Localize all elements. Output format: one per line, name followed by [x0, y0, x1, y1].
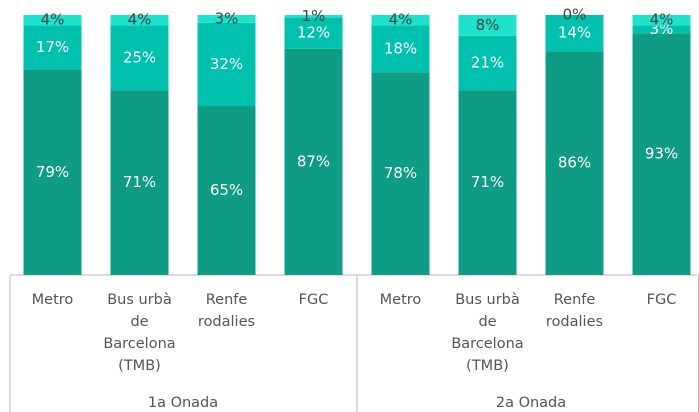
data-label: 25% [123, 48, 156, 66]
data-label: 8% [476, 16, 500, 34]
bar-segment [371, 72, 430, 275]
x-tick-label: (TMB) [466, 358, 509, 374]
bar-segment [545, 15, 604, 52]
data-label: 32% [210, 55, 243, 73]
bar-segment [23, 15, 82, 26]
bar-segment [632, 25, 691, 34]
data-label: 17% [36, 38, 69, 56]
bar-segment [632, 15, 691, 26]
data-label: 4% [128, 11, 152, 29]
group-label: 2a Onada [496, 395, 566, 411]
bar-segment [110, 90, 169, 276]
bar-segment [110, 15, 169, 26]
group-label: 1a Onada [148, 395, 218, 411]
data-label: 78% [384, 164, 417, 182]
data-label: 71% [471, 173, 504, 191]
bar-segment [458, 35, 517, 91]
data-label: 0% [563, 6, 587, 24]
data-label: 1% [302, 7, 326, 25]
x-tick-label: Metro [32, 292, 74, 308]
x-tick-label: FGC [647, 292, 677, 308]
x-tick-label: de [478, 314, 496, 330]
data-label: 4% [41, 11, 65, 29]
x-tick-label: (TMB) [118, 358, 161, 374]
bar-segment [23, 69, 82, 275]
x-tick-label: Bus urbà [455, 292, 520, 308]
data-label: 21% [471, 54, 504, 72]
x-tick-label: Metro [380, 292, 422, 308]
bar-segment [284, 15, 343, 18]
x-tick-label: Barcelona [103, 336, 175, 352]
data-label: 93% [645, 145, 678, 163]
x-tick-label: de [130, 314, 148, 330]
bar-segment [284, 17, 343, 49]
bar-segment [197, 106, 256, 275]
bar-segment [23, 25, 82, 70]
data-label: 4% [650, 11, 674, 29]
data-label: 14% [558, 24, 591, 42]
data-label: 71% [123, 173, 156, 191]
data-label: 86% [558, 154, 591, 172]
x-tick-label: Barcelona [451, 336, 523, 352]
bar-segment [458, 15, 517, 36]
x-tick-label: Renfe [206, 292, 248, 308]
data-label: 3% [215, 9, 239, 27]
x-tick-label: Bus urbà [107, 292, 172, 308]
bar-segment [371, 15, 430, 26]
bar-segment [197, 22, 256, 106]
data-label: 65% [210, 181, 243, 199]
bar-segment [284, 48, 343, 275]
data-label: 18% [384, 39, 417, 57]
x-tick-label: Renfe [554, 292, 596, 308]
x-tick-label: rodalies [546, 314, 603, 330]
x-tick-label: rodalies [198, 314, 255, 330]
bar-segment [197, 15, 256, 23]
data-label: 87% [297, 152, 330, 170]
data-label: 4% [389, 11, 413, 29]
data-label: 79% [36, 163, 69, 181]
bar-segment [110, 25, 169, 91]
bar-segment [632, 33, 691, 276]
bar-segment [458, 90, 517, 276]
bar-segment [545, 51, 604, 276]
x-tick-label: FGC [299, 292, 329, 308]
data-label: 12% [297, 24, 330, 42]
bar-segment [371, 25, 430, 73]
